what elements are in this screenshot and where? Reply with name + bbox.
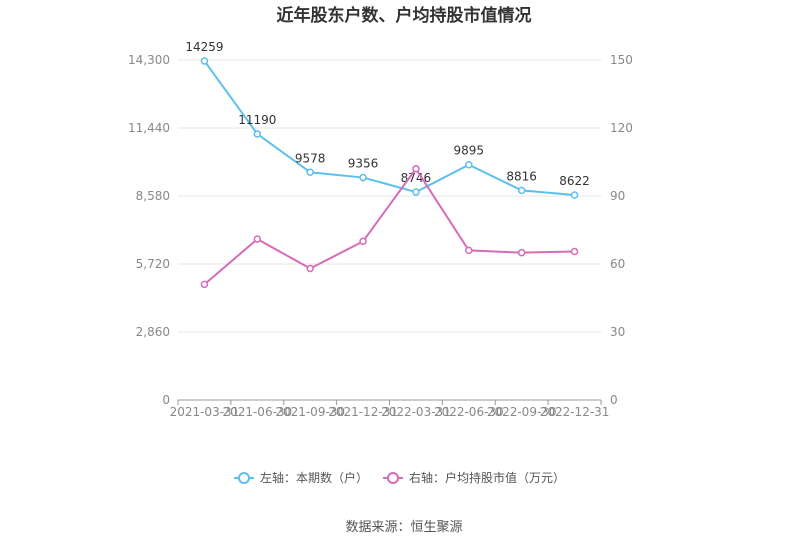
legend-label: 左轴：本期数（户）: [260, 470, 368, 485]
data-label: 8622: [559, 174, 590, 188]
data-point: [253, 130, 262, 138]
x-axis-tick-label: 2022-12-31: [540, 405, 610, 419]
data-label: 14259: [185, 40, 223, 54]
data-point: [570, 247, 579, 256]
right-axis-tick-label: 90: [610, 189, 625, 203]
x-axis-tick-label: 2022-03-31: [381, 405, 451, 419]
data-point: [517, 248, 526, 257]
x-axis-tick-label: 2022-09-30: [487, 405, 557, 419]
data-point: [412, 165, 420, 173]
axes: 0 0 2,860 30 5,720 60 8,580 90 11,440 120 14,300 15…: [128, 53, 633, 419]
legend-swatch-marker: [387, 472, 399, 484]
right-axis-tick-label: 120: [610, 121, 633, 135]
right-axis-tick-label: 150: [610, 53, 633, 67]
left-axis-tick-label: 11,440: [128, 121, 170, 135]
data-point: [412, 188, 420, 196]
legend-label: 右轴：户均持股市值（万元）: [409, 470, 565, 485]
x-axis-tick-label: 2021-09-30: [275, 405, 345, 419]
data-point: [200, 280, 209, 289]
data-label: 9895: [454, 144, 485, 158]
data-point: [306, 264, 314, 273]
left-axis-tick-label: 2,860: [136, 325, 170, 339]
data-label: 8816: [506, 169, 537, 183]
data-point: [253, 235, 262, 243]
data-label: 9578: [295, 151, 326, 165]
data-point: [359, 173, 367, 182]
right-axis-tick-label: 0: [610, 393, 618, 407]
data-label: 9356: [348, 157, 379, 171]
grid: [178, 59, 601, 333]
data-label: 11190: [238, 113, 276, 127]
left-axis-tick-label: 0: [162, 393, 170, 407]
data-point: [465, 160, 473, 169]
series-line: [203, 60, 575, 196]
series-line: [203, 167, 575, 286]
data-point: [517, 186, 526, 195]
left-axis-tick-label: 8,580: [136, 189, 170, 203]
data-point: [359, 237, 367, 246]
x-axis-tick-label: 2021-12-31: [328, 405, 398, 419]
chart-title: 近年股东户数、户均持股市值情况: [277, 5, 532, 26]
data-point: [200, 57, 209, 65]
x-axis-tick-label: 2021-06-30: [222, 405, 292, 419]
data-point: [465, 246, 473, 255]
legend-swatch-marker: [238, 472, 250, 484]
source-note: 数据来源：恒生聚源: [345, 520, 462, 535]
x-axis-tick-label: 2021-03-31: [170, 405, 240, 419]
left-axis-tick-label: 14,300: [128, 53, 170, 67]
data-point: [306, 168, 314, 177]
data-point: [570, 191, 579, 199]
legend[interactable]: 左轴：本期数（户） 右轴：户均持股市值（万元）: [234, 470, 565, 485]
right-axis-tick-label: 60: [610, 257, 625, 271]
left-axis-tick-label: 5,720: [136, 257, 170, 271]
x-axis-tick-label: 2022-06-30: [434, 405, 504, 419]
right-axis-tick-label: 30: [610, 325, 625, 339]
